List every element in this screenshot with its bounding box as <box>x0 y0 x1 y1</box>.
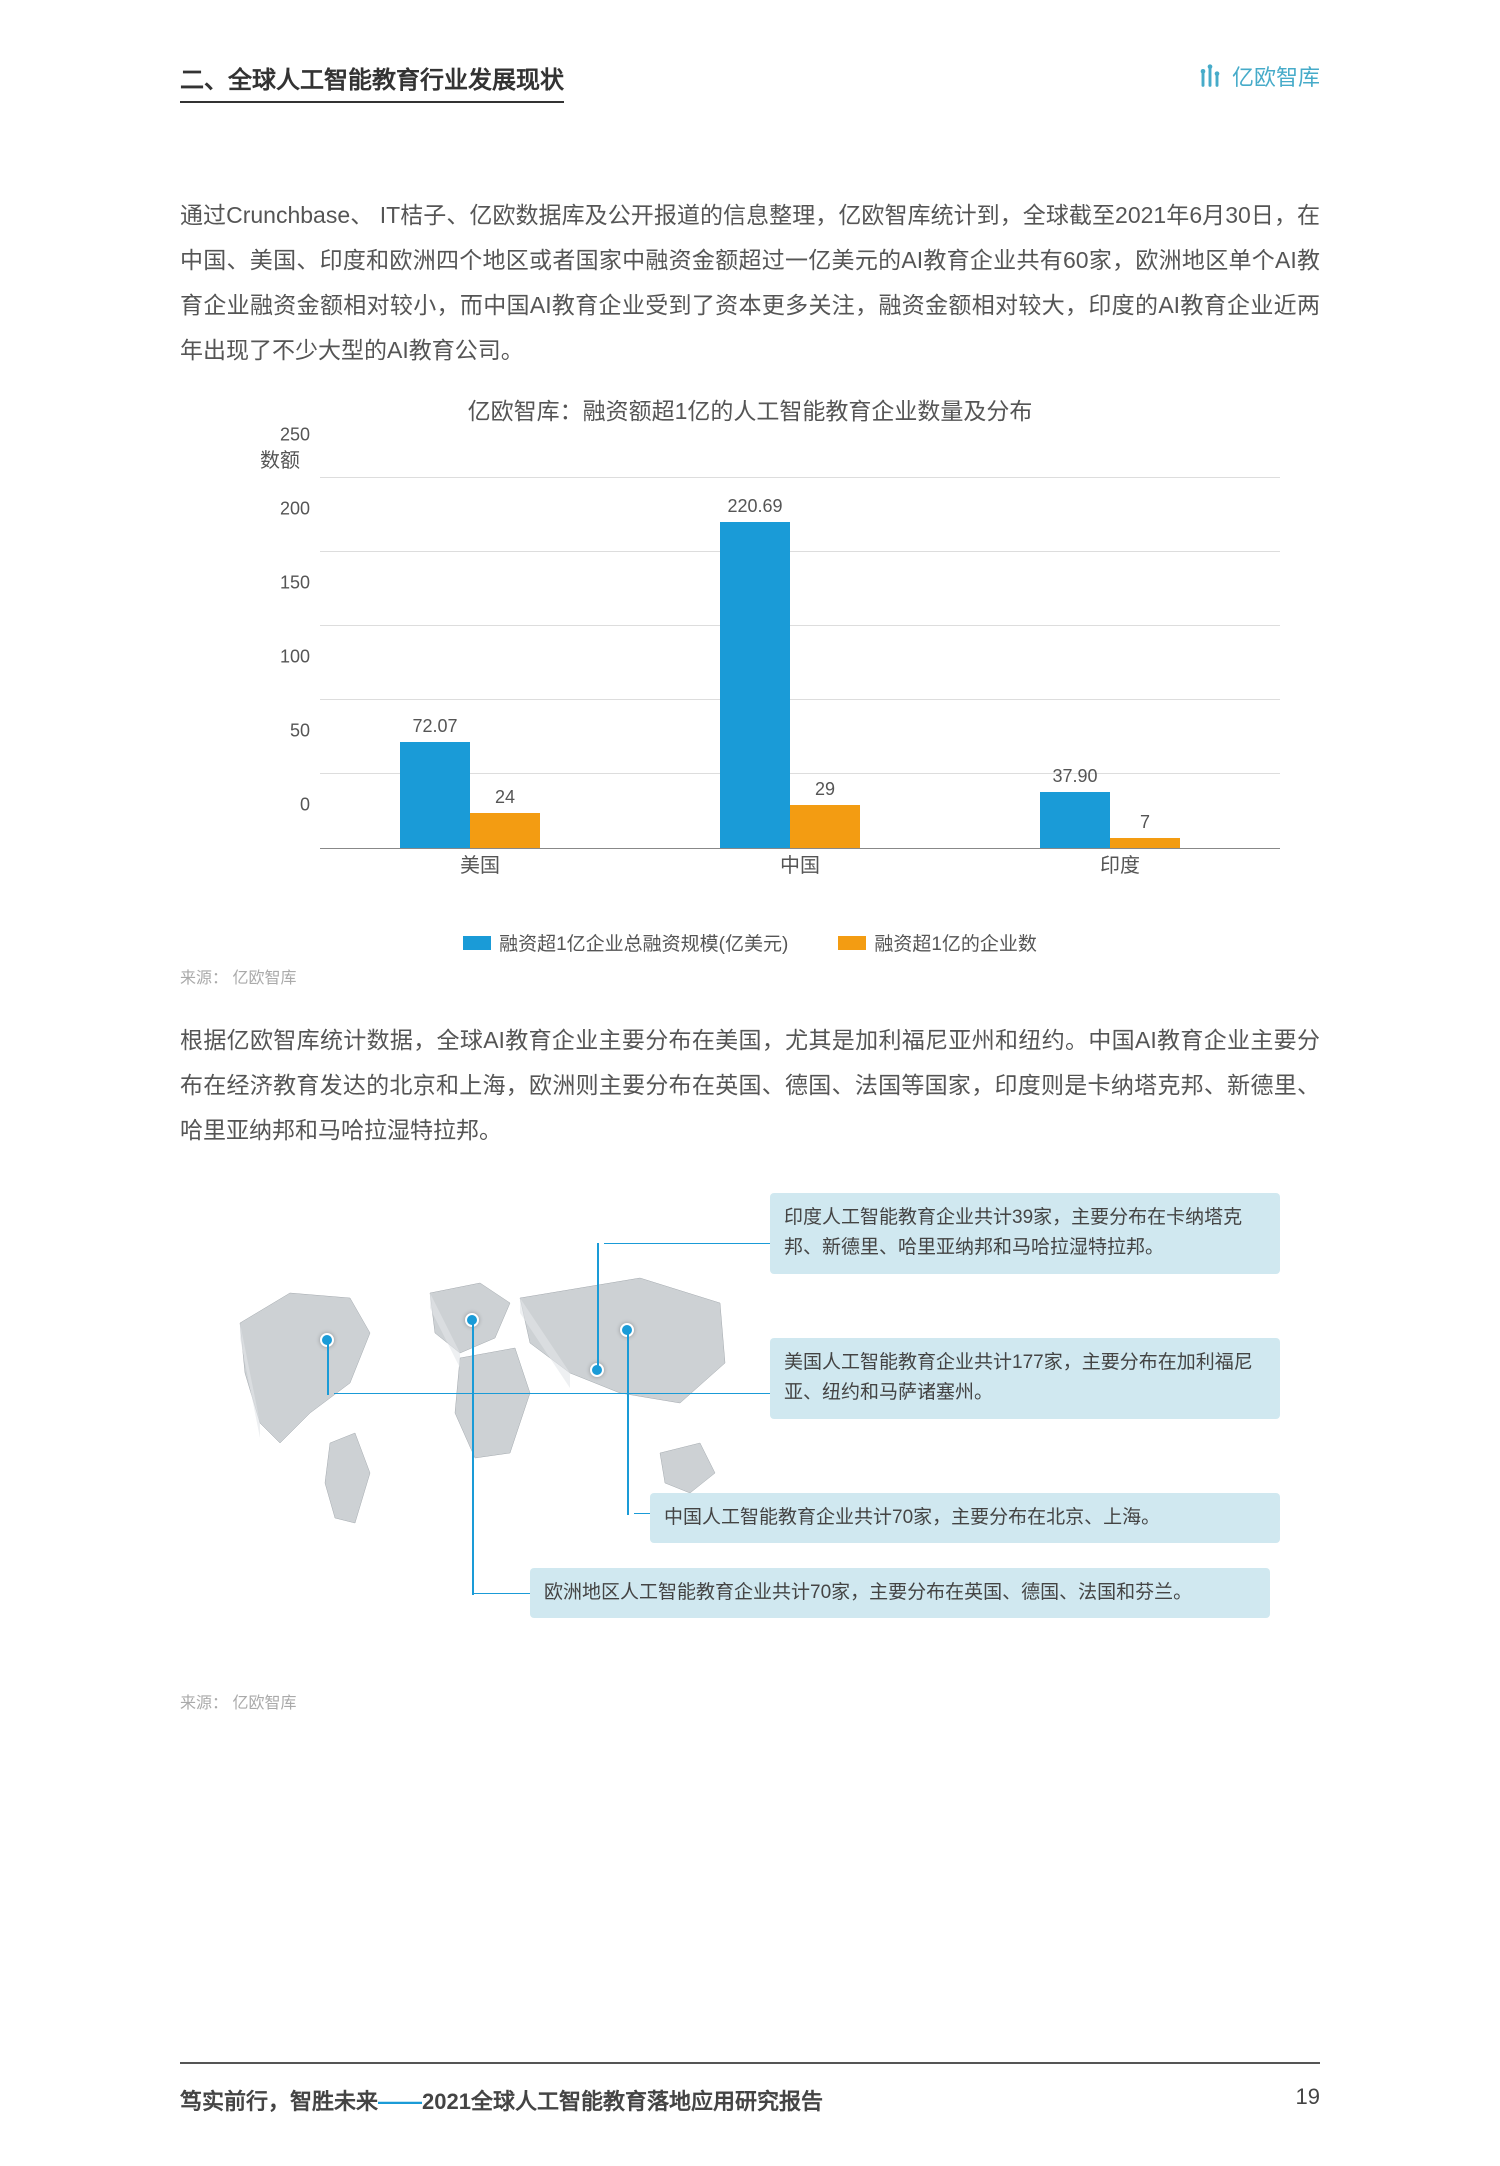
bar-series2: 29 <box>790 805 860 848</box>
y-tick: 100 <box>280 647 310 668</box>
brand-logo: 亿欧智库 <box>1196 60 1320 92</box>
callout-usa: 美国人工智能教育企业共计177家，主要分布在加利福尼亚、纽约和马萨诸塞州。 <box>770 1338 1280 1419</box>
bar-value-label: 72.07 <box>385 716 485 737</box>
bar-value-label: 24 <box>455 787 555 808</box>
lead-line <box>604 1243 770 1245</box>
page-number: 19 <box>1296 2084 1320 2116</box>
lead-line <box>472 1320 474 1595</box>
callout-india: 印度人工智能教育企业共计39家，主要分布在卡纳塔克邦、新德里、哈里亚纳邦和马哈拉… <box>770 1193 1280 1274</box>
bar-value-label: 7 <box>1095 812 1195 833</box>
legend-item-2: 融资超1亿的企业数 <box>838 929 1037 956</box>
page-footer: 笃实前行，智胜未来——2021全球人工智能教育落地应用研究报告 19 <box>180 2062 1320 2116</box>
y-axis-label: 数额 <box>260 444 1320 473</box>
paragraph-2: 根据亿欧智库统计数据，全球AI教育企业主要分布在美国，尤其是加利福尼亚州和纽约。… <box>180 1018 1320 1153</box>
legend-label-1: 融资超1亿企业总融资规模(亿美元) <box>499 929 788 956</box>
y-tick: 0 <box>300 795 310 816</box>
lead-line <box>472 1593 530 1595</box>
lead-line <box>634 1513 650 1515</box>
lead-line <box>327 1340 329 1395</box>
legend-swatch-1 <box>463 936 491 950</box>
map-source: 来源： 亿欧智库 <box>180 1689 296 1713</box>
grid-line <box>320 625 1280 626</box>
footer-tagline: 笃实前行，智胜未来——2021全球人工智能教育落地应用研究报告 <box>180 2084 823 2116</box>
bar-value-label: 29 <box>775 779 875 800</box>
bar-series2: 24 <box>470 813 540 849</box>
grid-line <box>320 699 1280 700</box>
legend-item-1: 融资超1亿企业总融资规模(亿美元) <box>463 929 788 956</box>
callout-europe: 欧洲地区人工智能教育企业共计70家，主要分布在英国、德国、法国和芬兰。 <box>530 1568 1270 1618</box>
x-tick-label: 美国 <box>380 849 580 878</box>
grid-line <box>320 551 1280 552</box>
bar-value-label: 37.90 <box>1025 766 1125 787</box>
bar-series2: 7 <box>1110 838 1180 848</box>
bar-chart: 亿欧智库：融资额超1亿的人工智能教育企业数量及分布 数额 0 50 100 150 20… <box>180 392 1320 988</box>
bar-value-label: 220.69 <box>705 496 805 517</box>
lead-line <box>627 1330 629 1515</box>
legend-label-2: 融资超1亿的企业数 <box>874 929 1037 956</box>
lead-line <box>597 1243 599 1368</box>
chart-source: 来源： 亿欧智库 <box>180 964 1320 988</box>
logo-icon <box>1196 62 1224 90</box>
footer-tagline-a: 笃实前行，智胜未来 <box>180 2089 378 2114</box>
paragraph-1: 通过Crunchbase、 IT桔子、亿欧数据库及公开报道的信息整理，亿欧智库统… <box>180 193 1320 372</box>
callout-china: 中国人工智能教育企业共计70家，主要分布在北京、上海。 <box>650 1493 1280 1543</box>
y-tick: 150 <box>280 573 310 594</box>
x-tick-label: 印度 <box>1020 849 1220 878</box>
legend-swatch-2 <box>838 936 866 950</box>
footer-tagline-b: 2021全球人工智能教育落地应用研究报告 <box>422 2089 823 2114</box>
y-tick: 200 <box>280 499 310 520</box>
brand-name: 亿欧智库 <box>1232 60 1320 92</box>
grid-line <box>320 477 1280 478</box>
x-tick-label: 中国 <box>700 849 900 878</box>
lead-line <box>334 1393 770 1395</box>
y-tick: 250 <box>280 425 310 446</box>
y-tick: 50 <box>290 721 310 742</box>
chart-title: 亿欧智库：融资额超1亿的人工智能教育企业数量及分布 <box>180 392 1320 426</box>
section-title: 二、全球人工智能教育行业发展现状 <box>180 60 564 103</box>
world-map-infographic: 印度人工智能教育企业共计39家，主要分布在卡纳塔克邦、新德里、哈里亚纳邦和马哈拉… <box>180 1183 1320 1703</box>
chart-legend: 融资超1亿企业总融资规模(亿美元) 融资超1亿的企业数 <box>180 929 1320 956</box>
